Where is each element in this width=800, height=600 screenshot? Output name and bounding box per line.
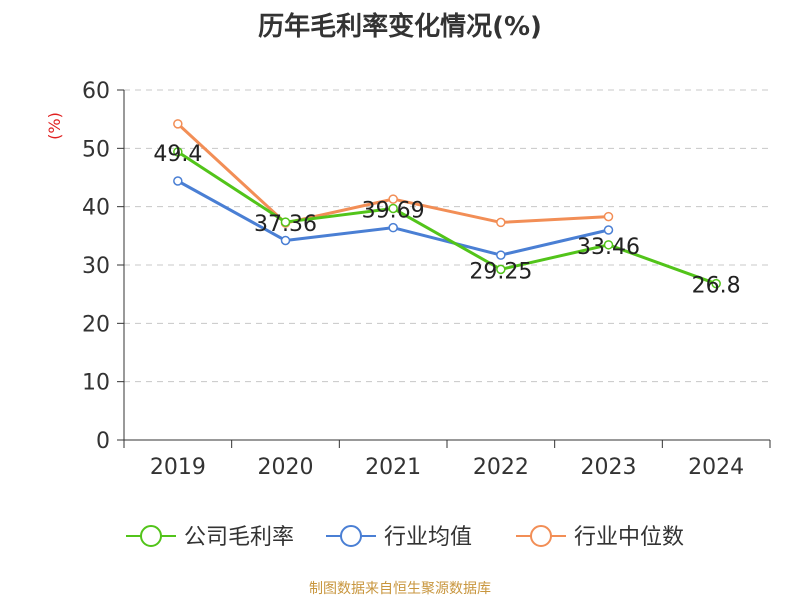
legend-marker bbox=[140, 525, 162, 547]
data-label: 26.8 bbox=[692, 274, 741, 299]
y-tick-label: 20 bbox=[82, 312, 110, 337]
y-tick-label: 30 bbox=[82, 254, 110, 279]
data-point bbox=[496, 217, 506, 228]
y-tick-label: 10 bbox=[82, 371, 110, 396]
y-tick-label: 0 bbox=[96, 429, 110, 454]
data-point bbox=[388, 194, 398, 204]
x-tick-label: 2021 bbox=[365, 455, 421, 480]
data-point bbox=[496, 264, 506, 275]
data-point bbox=[173, 119, 183, 129]
series-line bbox=[177, 150, 717, 286]
series-lines bbox=[173, 119, 721, 289]
x-tick-label: 2020 bbox=[258, 455, 314, 480]
data-point bbox=[603, 240, 614, 250]
legend-label: 公司毛利率 bbox=[184, 525, 294, 550]
data-point bbox=[173, 176, 183, 186]
data-point bbox=[280, 217, 291, 227]
chart-title: 历年毛利率变化情况(%) bbox=[258, 12, 542, 42]
grid-lines bbox=[124, 89, 770, 383]
data-point bbox=[280, 235, 291, 246]
x-tick-label: 2019 bbox=[150, 455, 206, 480]
data-label: 33.46 bbox=[577, 235, 640, 260]
data-point bbox=[388, 203, 398, 214]
y-axis-label: (%) bbox=[45, 112, 64, 140]
data-point bbox=[388, 222, 398, 233]
data-point bbox=[173, 147, 183, 157]
axes: 0 10 20 30 40 50 60 2019 2020 2021 2022 2023 2024 bbox=[82, 79, 771, 480]
data-point bbox=[603, 211, 614, 222]
x-tick-label: 2024 bbox=[688, 455, 744, 480]
data-label: 29.25 bbox=[469, 259, 532, 284]
legend: 公司毛利率 行业均值 行业中位数 bbox=[126, 525, 684, 550]
data-label: 39.69 bbox=[362, 198, 425, 223]
data-label: 49.4 bbox=[153, 142, 202, 167]
data-label: 37.36 bbox=[254, 212, 317, 237]
data-point bbox=[496, 250, 506, 260]
y-tick-label: 50 bbox=[82, 137, 110, 162]
data-point bbox=[711, 278, 721, 289]
legend-marker bbox=[340, 525, 362, 547]
legend-label: 行业中位数 bbox=[574, 525, 684, 550]
legend-marker bbox=[530, 525, 552, 547]
x-tick-label: 2023 bbox=[581, 455, 637, 480]
data-labels: 49.4 37.36 39.69 29.25 33.46 26.8 bbox=[153, 142, 740, 299]
y-tick-label: 40 bbox=[82, 196, 110, 221]
y-tick-label: 60 bbox=[82, 79, 110, 104]
source-note: 制图数据来自恒生聚源数据库 bbox=[309, 581, 491, 597]
legend-label: 行业均值 bbox=[384, 525, 472, 550]
x-tick-label: 2022 bbox=[473, 455, 529, 480]
data-point bbox=[603, 225, 614, 235]
